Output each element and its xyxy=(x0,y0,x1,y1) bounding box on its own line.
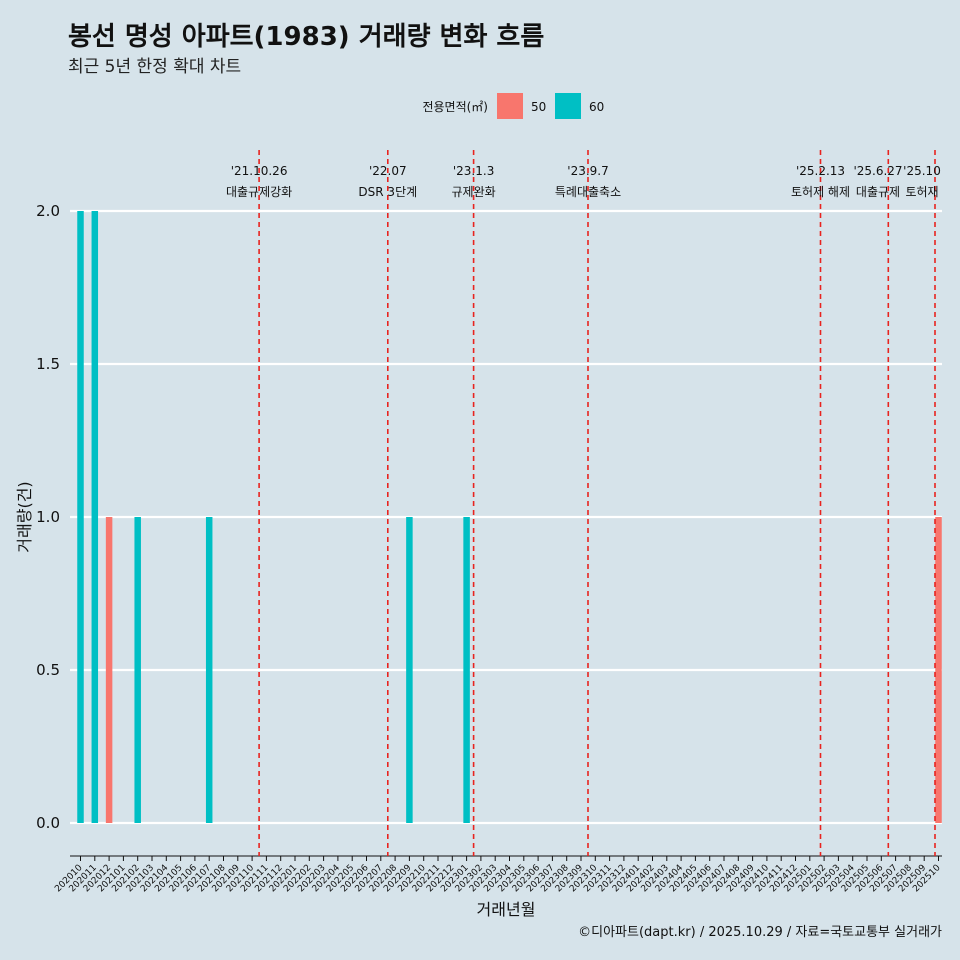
bar-60-202301 xyxy=(463,517,470,823)
bar-60-202011 xyxy=(91,211,99,823)
annotation-label: 특례대출축소 xyxy=(555,185,621,199)
y-tick-label: 0.5 xyxy=(36,661,60,679)
annotation-date: '22.07 xyxy=(369,164,407,178)
bar-60-202010 xyxy=(77,211,84,823)
annotation-date: '23.1.3 xyxy=(453,164,494,178)
bar-60-202107 xyxy=(205,517,213,823)
annotation-label: DSR 3단계 xyxy=(358,185,417,199)
caption: ©디아파트(dapt.kr) / 2025.10.29 / 자료=국토교통부 실… xyxy=(578,925,942,940)
bar-60-202102 xyxy=(134,517,141,823)
y-tick-label: 1.5 xyxy=(36,355,60,373)
legend-label-60: 60 xyxy=(589,100,604,114)
chart-subtitle: 최근 5년 한정 확대 차트 xyxy=(68,57,242,77)
annotation-date: '25.10 xyxy=(903,164,941,178)
annotation-label: 대출규제강화 xyxy=(226,185,292,199)
legend-swatch-60 xyxy=(555,93,581,119)
chart-title: 봉선 명성 아파트(1983) 거래량 변화 흐름 xyxy=(68,22,545,52)
legend-label-50: 50 xyxy=(531,100,546,114)
annotation-label: 규제완화 xyxy=(452,185,496,199)
x-axis-title: 거래년월 xyxy=(477,900,536,919)
legend-title: 전용면적(㎡) xyxy=(422,100,488,114)
annotation-date: '25.2.13 xyxy=(796,164,845,178)
y-axis-title: 거래량(건) xyxy=(15,481,34,552)
annotation-label: 대출규제 xyxy=(856,185,900,199)
bar-50-202510 xyxy=(935,517,942,823)
bar-60-202209 xyxy=(406,517,413,823)
annotation-date: '25.6.27 xyxy=(853,164,902,178)
annotation-label: 토허재 xyxy=(905,185,938,199)
y-tick-label: 1.0 xyxy=(36,508,60,526)
y-tick-label: 0.0 xyxy=(36,814,60,832)
annotation-date: '21.10.26 xyxy=(231,164,288,178)
bar-50-202012 xyxy=(105,517,113,823)
legend-swatch-50 xyxy=(497,93,523,119)
y-tick-label: 2.0 xyxy=(36,202,60,220)
annotation-date: '23.9.7 xyxy=(567,164,608,178)
annotation-label: 토허제 해제 xyxy=(791,185,850,199)
